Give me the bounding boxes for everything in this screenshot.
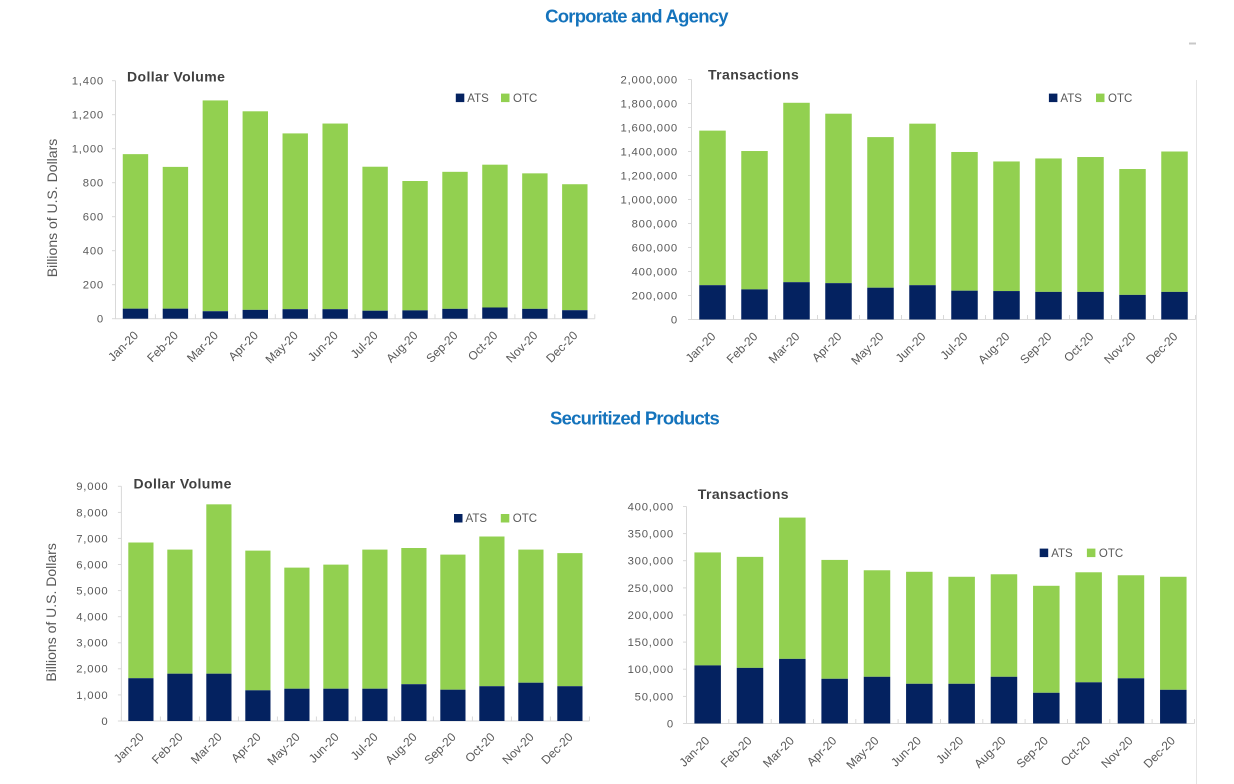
svg-text:1,600,000: 1,600,000 xyxy=(621,122,678,134)
svg-text:600,000: 600,000 xyxy=(632,242,678,254)
svg-text:1,000,000: 1,000,000 xyxy=(621,194,678,206)
svg-text:800: 800 xyxy=(83,178,104,190)
svg-text:350,000: 350,000 xyxy=(628,529,674,541)
svg-text:Transactions: Transactions xyxy=(698,486,789,502)
svg-text:Billions of U.S. Dollars: Billions of U.S. Dollars xyxy=(43,543,59,682)
svg-text:6,000: 6,000 xyxy=(76,559,108,571)
svg-text:200: 200 xyxy=(83,280,104,292)
svg-text:1,200,000: 1,200,000 xyxy=(621,170,678,182)
svg-text:ATS: ATS xyxy=(466,513,488,525)
svg-text:1,400,000: 1,400,000 xyxy=(621,146,678,158)
svg-text:400: 400 xyxy=(83,246,104,258)
svg-text:600: 600 xyxy=(83,212,104,224)
svg-text:200,000: 200,000 xyxy=(632,290,678,302)
svg-text:400,000: 400,000 xyxy=(628,501,674,513)
svg-text:9,000: 9,000 xyxy=(76,481,108,493)
svg-text:ATS: ATS xyxy=(1051,548,1073,560)
svg-text:1,000: 1,000 xyxy=(72,144,104,156)
svg-text:ATS: ATS xyxy=(467,93,489,105)
svg-text:OTC: OTC xyxy=(513,93,537,105)
svg-text:100,000: 100,000 xyxy=(628,664,674,676)
svg-text:3,000: 3,000 xyxy=(76,638,108,650)
svg-text:OTC: OTC xyxy=(1108,93,1132,105)
svg-text:50,000: 50,000 xyxy=(635,691,674,703)
svg-text:Dollar Volume: Dollar Volume xyxy=(127,69,225,85)
svg-text:5,000: 5,000 xyxy=(76,586,108,598)
svg-text:200,000: 200,000 xyxy=(628,610,674,622)
svg-text:8,000: 8,000 xyxy=(76,507,108,519)
svg-text:1,800,000: 1,800,000 xyxy=(621,98,678,110)
svg-text:2,000,000: 2,000,000 xyxy=(621,74,678,86)
svg-text:400,000: 400,000 xyxy=(632,266,678,278)
svg-text:0: 0 xyxy=(671,314,678,326)
svg-text:0: 0 xyxy=(667,718,674,730)
svg-text:Corporate and Agency: Corporate and Agency xyxy=(545,5,729,26)
svg-text:7,000: 7,000 xyxy=(76,533,108,545)
svg-text:300,000: 300,000 xyxy=(628,556,674,568)
svg-text:0: 0 xyxy=(101,716,108,728)
svg-text:1,400: 1,400 xyxy=(72,76,104,88)
svg-text:ATS: ATS xyxy=(1060,93,1082,105)
svg-text:OTC: OTC xyxy=(1099,548,1123,560)
svg-text:0: 0 xyxy=(97,314,104,326)
svg-text:150,000: 150,000 xyxy=(628,637,674,649)
svg-text:1,000: 1,000 xyxy=(76,690,108,702)
svg-text:Securitized Products: Securitized Products xyxy=(550,408,719,429)
svg-text:Transactions: Transactions xyxy=(708,67,799,83)
svg-text:OTC: OTC xyxy=(513,513,537,525)
svg-text:Dollar Volume: Dollar Volume xyxy=(134,476,232,492)
svg-text:250,000: 250,000 xyxy=(628,583,674,595)
svg-text:4,000: 4,000 xyxy=(76,612,108,624)
svg-text:2,000: 2,000 xyxy=(76,664,108,676)
svg-text:Billions of U.S. Dollars: Billions of U.S. Dollars xyxy=(44,139,60,278)
svg-text:1,200: 1,200 xyxy=(72,110,104,122)
svg-text:800,000: 800,000 xyxy=(632,218,678,230)
